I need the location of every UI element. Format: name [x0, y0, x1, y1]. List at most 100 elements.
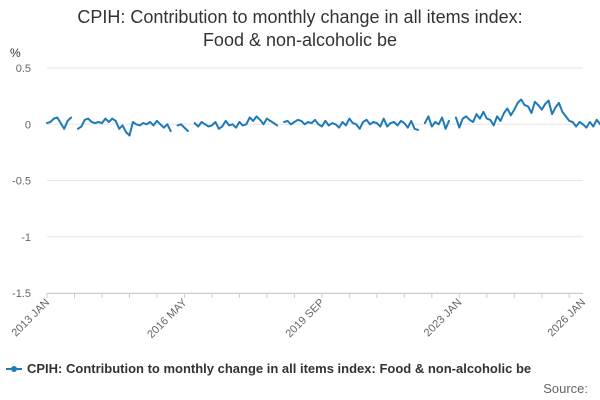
- data-point: [365, 119, 368, 121]
- data-point: [307, 121, 309, 123]
- y-tick-label: 0: [25, 119, 31, 131]
- data-point: [407, 126, 409, 129]
- data-point: [413, 128, 416, 130]
- data-point: [273, 122, 275, 124]
- data-point: [66, 120, 69, 122]
- data-point: [376, 122, 378, 124]
- data-point: [128, 134, 131, 137]
- data-point: [114, 120, 117, 122]
- data-point: [506, 107, 509, 110]
- data-point: [396, 124, 399, 127]
- data-point: [303, 123, 306, 126]
- data-point: [49, 121, 52, 123]
- data-point: [176, 124, 179, 127]
- data-point: [297, 119, 299, 121]
- legend[interactable]: CPIH: Contribution to monthly change in …: [6, 361, 596, 376]
- series-layer: [46, 98, 600, 137]
- x-tick-label: 2026 JAN: [545, 297, 588, 340]
- y-tick-label: 0.5: [16, 63, 31, 75]
- data-point: [520, 98, 522, 101]
- data-point: [537, 104, 540, 106]
- data-point: [159, 123, 162, 126]
- data-point: [125, 131, 127, 133]
- data-point: [479, 117, 481, 120]
- data-point: [324, 120, 327, 122]
- data-point: [554, 106, 557, 109]
- data-point: [214, 121, 217, 123]
- data-point: [513, 108, 516, 111]
- data-point: [90, 121, 93, 123]
- data-point: [379, 125, 382, 128]
- data-point: [84, 119, 86, 121]
- data-point: [46, 122, 48, 124]
- data-point: [382, 117, 385, 120]
- data-point: [266, 117, 268, 120]
- chart-title-line-2: Food & non-alcoholic be: [202, 30, 398, 50]
- data-point: [389, 122, 392, 124]
- data-point: [152, 124, 155, 127]
- data-point: [595, 119, 598, 121]
- chart-title-line-1: CPIH: Contribution to monthly change in …: [77, 7, 523, 27]
- data-point: [197, 125, 199, 128]
- data-point: [283, 121, 285, 123]
- data-point: [400, 120, 402, 122]
- data-point: [235, 126, 237, 129]
- data-point: [589, 121, 591, 123]
- data-point: [94, 122, 96, 124]
- data-point: [118, 128, 120, 130]
- data-point: [169, 130, 172, 132]
- data-point: [132, 121, 134, 123]
- data-point: [228, 124, 230, 127]
- data-point: [77, 128, 79, 130]
- data-point: [248, 116, 251, 119]
- data-point: [104, 117, 107, 120]
- data-point: [341, 121, 344, 123]
- data-point: [327, 124, 330, 127]
- data-point: [338, 126, 340, 129]
- data-point: [149, 121, 151, 123]
- data-point: [444, 128, 447, 130]
- data-point: [386, 125, 389, 128]
- data-point: [139, 124, 141, 127]
- data-point: [238, 121, 241, 123]
- data-point: [437, 123, 440, 126]
- data-point: [317, 123, 320, 126]
- data-point: [427, 115, 430, 118]
- data-point: [565, 115, 567, 118]
- data-point: [331, 122, 334, 124]
- data-point: [121, 124, 124, 127]
- data-point: [259, 119, 261, 121]
- x-axis-ticks: 2013 JAN 2016 MAY 2019 SEP 2023 JAN 2026 JAN: [9, 293, 588, 341]
- data-point: [558, 102, 560, 104]
- data-point: [372, 121, 375, 123]
- data-point: [63, 128, 65, 130]
- data-point: [334, 123, 337, 126]
- data-point: [571, 121, 574, 123]
- y-tick-label: -1.5: [12, 288, 31, 300]
- data-point: [180, 123, 182, 126]
- data-point: [135, 123, 138, 126]
- data-point: [503, 112, 505, 114]
- x-tick-label: 2013 JAN: [9, 297, 52, 340]
- data-point: [434, 121, 437, 123]
- data-point: [245, 123, 248, 126]
- data-point: [262, 123, 265, 126]
- y-axis-ticks: 0.5 0 -0.5 -1 -1.5: [12, 63, 31, 300]
- data-point: [187, 130, 189, 132]
- data-point: [458, 126, 461, 129]
- data-point: [352, 122, 354, 124]
- data-point: [290, 123, 292, 126]
- data-point: [200, 121, 203, 123]
- data-point: [166, 123, 169, 126]
- data-point: [482, 111, 485, 113]
- data-point: [547, 99, 550, 102]
- line-marker-icon: [6, 365, 22, 372]
- data-point: [204, 123, 206, 126]
- data-point: [221, 125, 223, 128]
- legend-label: CPIH: Contribution to monthly change in …: [27, 361, 532, 376]
- data-point: [252, 120, 254, 122]
- data-point: [516, 102, 519, 104]
- data-point: [314, 119, 316, 121]
- data-point: [369, 123, 371, 126]
